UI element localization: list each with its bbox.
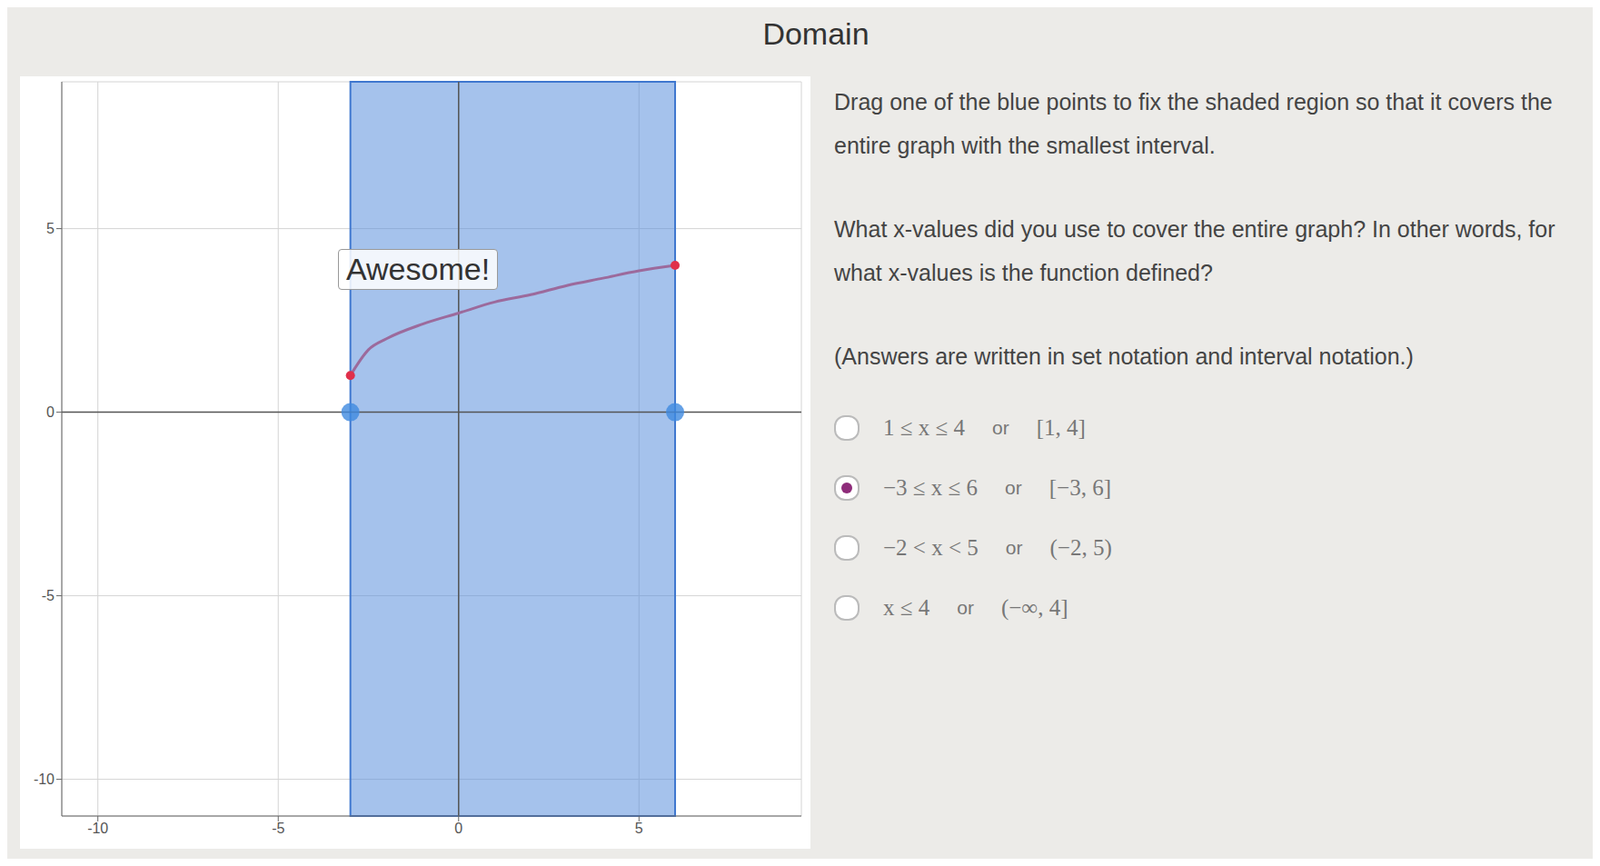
svg-text:-10: -10 bbox=[33, 771, 55, 787]
svg-text:-5: -5 bbox=[271, 820, 285, 836]
html-text:(Answers are written in set no: (Answers are written in set notation and… bbox=[834, 343, 1414, 369]
html-text:or: or bbox=[1004, 477, 1022, 498]
html-text:Awesome!: Awesome! bbox=[346, 251, 490, 287]
svg-text:-10: -10 bbox=[87, 820, 109, 836]
svg-text:-5: -5 bbox=[41, 587, 55, 604]
svg-text:0: 0 bbox=[454, 820, 463, 836]
html-text:1 ≤ x ≤ 4: 1 ≤ x ≤ 4 bbox=[883, 415, 965, 440]
html-text:or: or bbox=[992, 417, 1010, 438]
svg-text:0: 0 bbox=[46, 404, 55, 420]
html-text:Drag one of the blue points to: Drag one of the blue points to fix the s… bbox=[834, 89, 1553, 159]
html-text:[1, 4]: [1, 4] bbox=[1036, 415, 1086, 440]
svg-text:5: 5 bbox=[635, 820, 644, 836]
html-text:(−∞, 4]: (−∞, 4] bbox=[1001, 595, 1069, 620]
html-text:−3 ≤ x ≤ 6: −3 ≤ x ≤ 6 bbox=[883, 475, 978, 500]
html-text:Domain: Domain bbox=[762, 16, 870, 51]
html-text:−2 < x < 5: −2 < x < 5 bbox=[883, 535, 979, 560]
html-text:What x-values did you use to c: What x-values did you use to cover the e… bbox=[834, 216, 1556, 286]
html-text:or: or bbox=[956, 596, 974, 618]
html-text:x ≤ 4: x ≤ 4 bbox=[883, 595, 930, 620]
html-text:[−3, 6]: [−3, 6] bbox=[1049, 475, 1112, 500]
svg-text:5: 5 bbox=[46, 220, 55, 237]
html-text:or: or bbox=[1005, 536, 1023, 558]
html-text:(−2, 5): (−2, 5) bbox=[1049, 535, 1112, 560]
